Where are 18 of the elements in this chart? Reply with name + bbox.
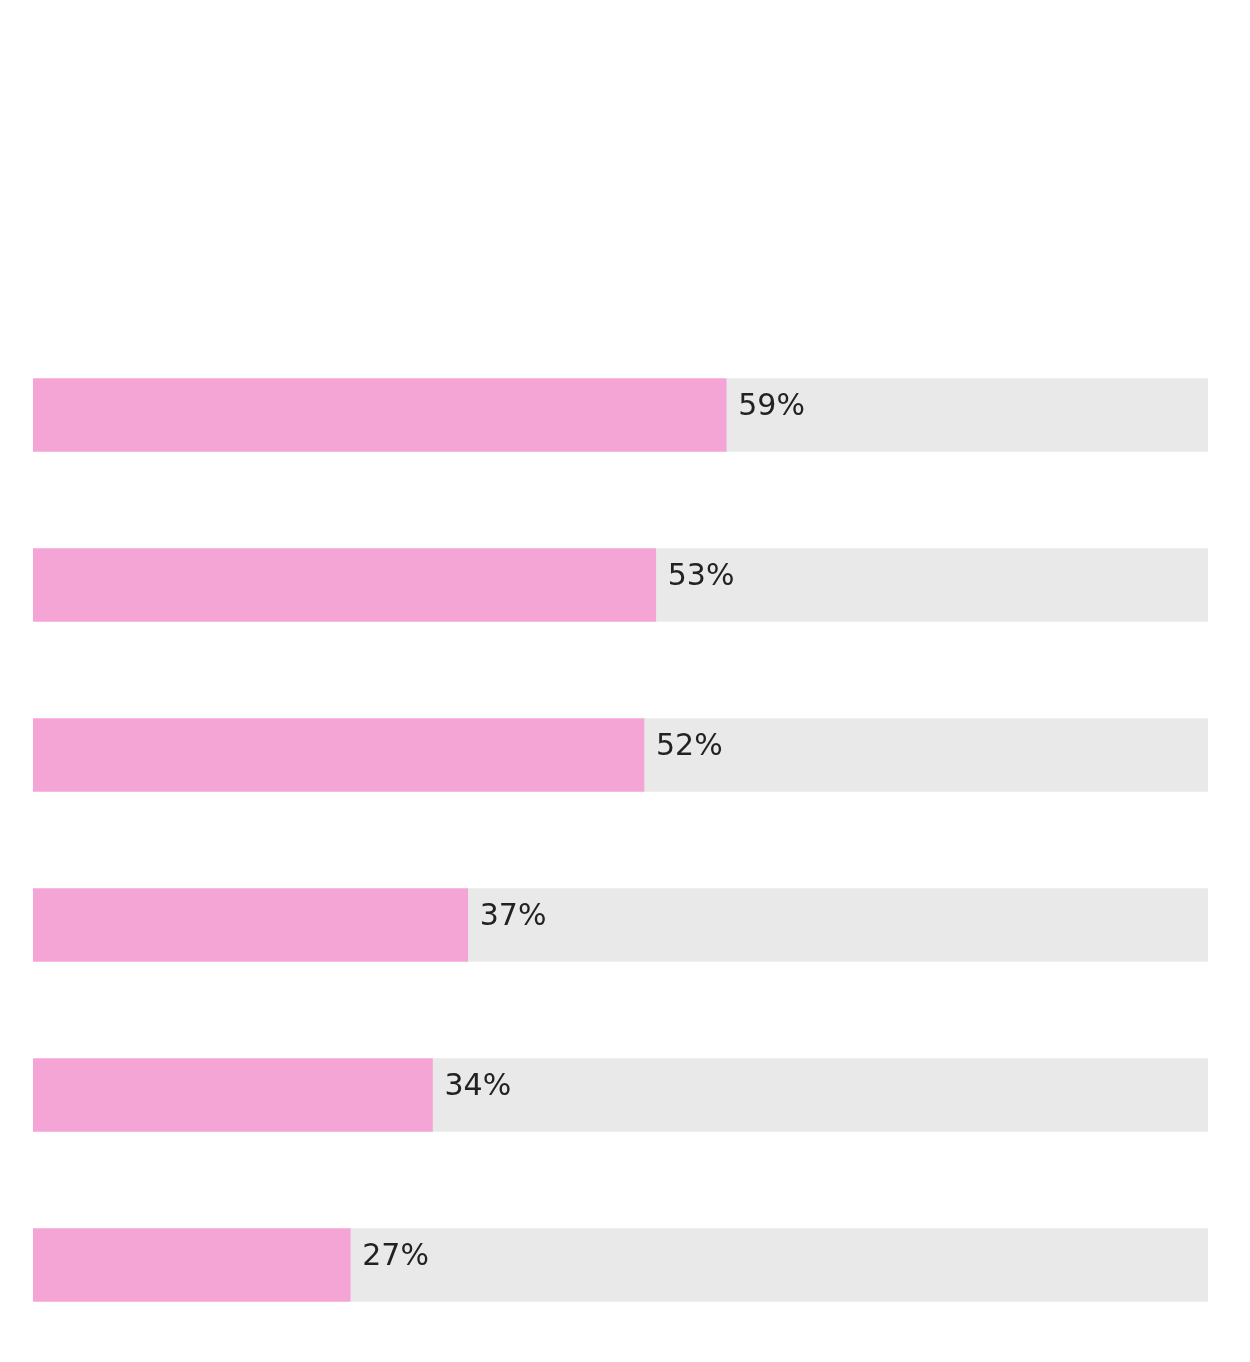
data-label: 59% [738,386,805,422]
bar [33,378,727,452]
bar [33,1058,433,1132]
bar [33,888,469,962]
bar [33,548,657,622]
data-label: 27% [362,1236,429,1272]
data-label: 53% [667,556,735,592]
data-label: 34% [444,1066,512,1102]
bar [725,378,1208,452]
bar [33,718,645,792]
bar [467,888,1208,962]
bar [349,1228,1208,1302]
bar [432,1058,1208,1132]
data-label: 52% [656,726,723,762]
data-label: 37% [479,896,547,932]
bar [655,548,1208,622]
bar [33,1228,351,1302]
bar [643,718,1208,792]
